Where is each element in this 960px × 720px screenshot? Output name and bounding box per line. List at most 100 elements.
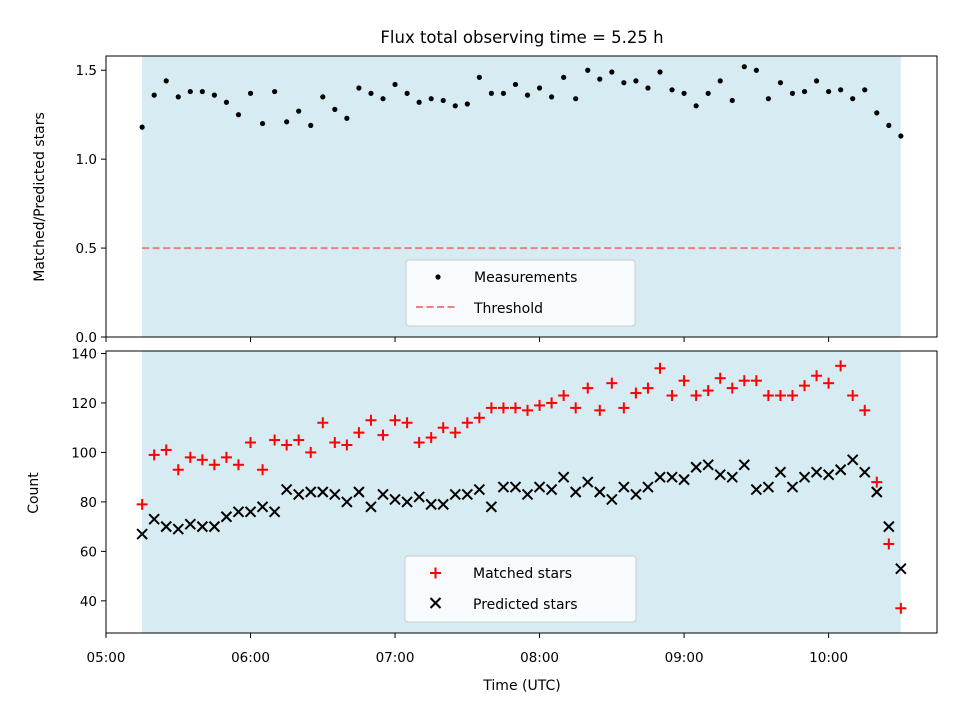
flux-ratio-legend: Measurements Threshold (405, 259, 636, 327)
predicted-star-point (413, 491, 425, 503)
predicted-star-point (702, 459, 714, 471)
matched-star-point (305, 446, 317, 458)
threshold-legend-label: Threshold (473, 301, 543, 317)
measurement-point (850, 96, 856, 102)
predicted-star-point (606, 493, 618, 506)
measurement-point (813, 78, 820, 84)
predicted-star-point (148, 513, 160, 525)
matched-star-point (630, 387, 642, 399)
matched-star-point (461, 417, 473, 429)
predicted-star-point (317, 486, 329, 498)
measurement-point (838, 87, 844, 93)
matched-star-point (871, 476, 883, 488)
count-y-tick-label: 80 (80, 495, 97, 511)
predicted-star-point (232, 506, 245, 518)
count-y-tick-label: 40 (80, 594, 97, 610)
predicted-star-point (569, 486, 582, 498)
predicted-star-point (497, 481, 510, 493)
flux-ratio-y-tick-label: 0.0 (76, 330, 97, 346)
predicted-star-point (726, 471, 738, 483)
predicted-star-point (642, 481, 654, 493)
measurement-point (332, 106, 338, 112)
matched-star-point (341, 439, 353, 451)
measurement-point (175, 94, 181, 100)
legend-box (405, 259, 636, 327)
predicted-star-point (401, 496, 413, 508)
measurement-point (151, 92, 157, 98)
matched-star-point (702, 385, 714, 397)
predicted-star-point (822, 468, 835, 481)
measurement-point (199, 88, 205, 95)
x-tick-label: 10:00 (809, 650, 848, 666)
matched-star-point (353, 427, 365, 439)
measurement-point (247, 90, 254, 96)
measurement-point (705, 90, 711, 96)
matched-star-point (293, 434, 305, 446)
predicted-star-point (810, 466, 823, 478)
matched-star-point (534, 399, 546, 411)
flux-ratio-y-tick-label: 1.5 (76, 63, 97, 79)
predicted-star-point (196, 520, 209, 533)
x-tick-label: 06:00 (231, 650, 270, 666)
predicted-star-point (365, 501, 377, 513)
predicted-star-point (208, 520, 221, 533)
measurement-point (536, 85, 543, 91)
predicted-star-point (473, 483, 486, 496)
matched-star-point (786, 390, 798, 402)
measurement-point (235, 112, 242, 118)
predicted-star-point (533, 481, 546, 493)
matched-star-point (835, 360, 847, 372)
measurement-point (681, 90, 687, 96)
measurement-point (344, 115, 350, 121)
matched-stars-legend-marker (430, 567, 441, 579)
matched-star-point (774, 390, 786, 402)
measurement-point (789, 90, 796, 96)
measurement-point (380, 96, 386, 102)
predicted-star-point (654, 471, 666, 483)
predicted-star-point (545, 483, 558, 496)
count-y-axis-label: Count (26, 472, 42, 514)
predicted-star-point (557, 471, 570, 483)
counts-panel: 40 60 80 100 120 140 05:00 06:00 07:00 08:00 09:00… (71, 346, 938, 666)
predicted-star-point (798, 471, 811, 483)
matched-star-point (582, 382, 594, 394)
matched-star-point (522, 404, 534, 416)
predicted-star-point (449, 488, 461, 501)
matched-star-point (762, 390, 774, 402)
measurement-point (862, 87, 868, 93)
matched-star-point (208, 459, 220, 471)
matched-star-point (738, 375, 750, 387)
count-y-tick-label: 60 (80, 544, 97, 560)
measurement-point (765, 96, 771, 102)
matched-star-point (509, 402, 521, 414)
matched-star-point (257, 464, 269, 476)
predicted-star-point (280, 483, 293, 496)
predicted-star-point (762, 481, 775, 493)
flux-ratio-y-tick-label: 0.5 (76, 241, 97, 257)
measurement-point (476, 74, 482, 80)
matched-star-point (642, 382, 654, 394)
measurement-point (440, 97, 446, 104)
predicted-star-point (521, 488, 534, 501)
predicted-star-point (895, 562, 907, 575)
matched-star-point (895, 602, 907, 614)
matched-star-point (690, 390, 702, 402)
predicted-star-point (172, 523, 184, 535)
measurement-point (187, 88, 193, 95)
matched-star-point (377, 429, 389, 441)
predicted-star-point (618, 481, 630, 493)
x-tick-label: 07:00 (376, 650, 415, 666)
matched-star-point (883, 538, 895, 550)
predicted-star-point (786, 481, 799, 493)
x-axis-label: Time (UTC) (482, 678, 560, 694)
matched-star-point (799, 380, 811, 392)
measurement-point (464, 101, 470, 107)
measurement-point (404, 90, 410, 96)
measurement-point (163, 78, 169, 84)
matched-star-point (473, 412, 485, 424)
predicted-star-point (883, 520, 895, 533)
matched-star-point (558, 390, 570, 402)
predicted-star-point (160, 520, 172, 533)
predicted-star-point (750, 483, 763, 496)
